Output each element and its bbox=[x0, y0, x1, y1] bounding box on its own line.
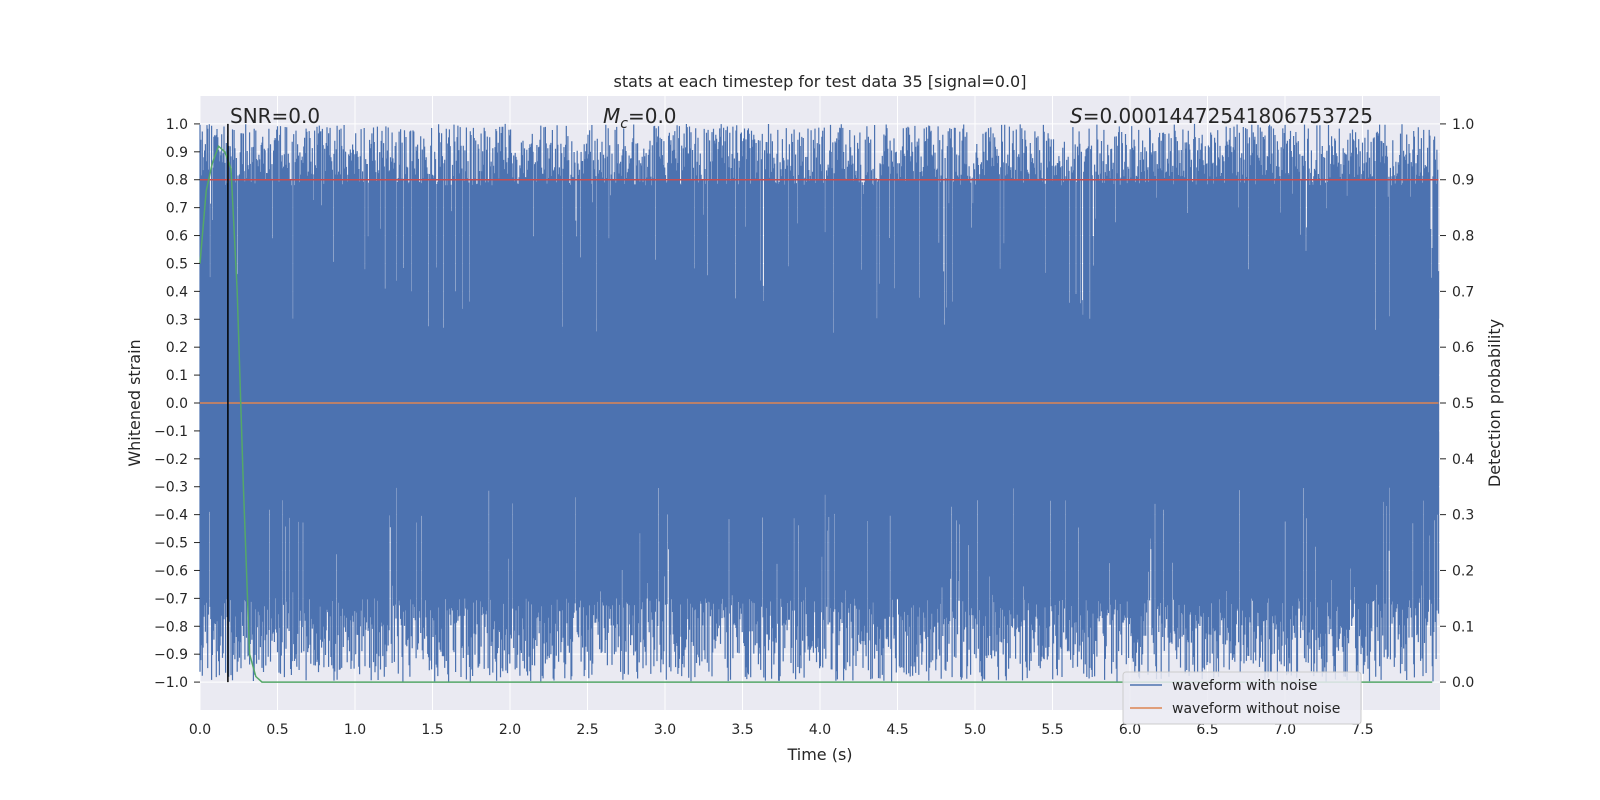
x-axis-label: Time (s) bbox=[786, 745, 852, 764]
legend-label-noise: waveform with noise bbox=[1172, 678, 1317, 694]
y-tick-label: −0.9 bbox=[154, 647, 188, 663]
snr-annotation: SNR=0.0 bbox=[230, 104, 320, 128]
y-tick-label: 0.3 bbox=[166, 312, 188, 328]
x-tick-label: 0.0 bbox=[189, 722, 211, 738]
y-tick-label: −0.5 bbox=[154, 536, 188, 552]
legend: waveform with noise waveform without noi… bbox=[1122, 671, 1362, 725]
x-tick-label: 4.0 bbox=[809, 722, 831, 738]
x-tick-label: 1.0 bbox=[344, 722, 366, 738]
y-tick-label: 0.2 bbox=[166, 340, 188, 356]
mc-value: =0.0 bbox=[628, 104, 677, 128]
y-tick-label: −0.7 bbox=[154, 591, 188, 607]
y-tick-label: −0.8 bbox=[154, 619, 188, 635]
y2-tick-label: 0.5 bbox=[1452, 396, 1474, 412]
y2-tick-label: 1.0 bbox=[1452, 117, 1474, 133]
y-axis-label: Whitened strain bbox=[125, 339, 144, 466]
s-annotation: S=0.000144725418067537​25 bbox=[1070, 104, 1373, 128]
x-tick-label: 6.0 bbox=[1119, 722, 1141, 738]
y2-tick-label: 0.7 bbox=[1452, 284, 1474, 300]
y-axis-right: 1.0 0.9 0.8 0.7 0.6 0.5 0.4 0.3 0.2 0.1 0.0 bbox=[1440, 117, 1474, 691]
mc-subscript: c bbox=[620, 116, 628, 132]
x-tick-label: 3.5 bbox=[731, 722, 753, 738]
x-tick-label: 3.0 bbox=[654, 722, 676, 738]
y-tick-label: −0.3 bbox=[154, 480, 188, 496]
y-tick-label: 0.9 bbox=[166, 145, 188, 161]
detection-probability-line bbox=[199, 144, 1433, 683]
y2-tick-label: 0.8 bbox=[1452, 229, 1474, 245]
y2-tick-label: 0.1 bbox=[1452, 619, 1474, 635]
lines bbox=[199, 123, 1439, 683]
s-value: =0.000144725418067537​25 bbox=[1083, 104, 1373, 128]
legend-box bbox=[1122, 671, 1362, 725]
x-tick-label: 7.5 bbox=[1351, 722, 1373, 738]
x-tick-label: 1.5 bbox=[421, 722, 443, 738]
x-tick-label: 4.5 bbox=[886, 722, 908, 738]
y-tick-label: 0.1 bbox=[166, 368, 188, 384]
y2-tick-label: 0.0 bbox=[1452, 675, 1474, 691]
x-tick-label: 7.0 bbox=[1274, 722, 1296, 738]
chart-title: stats at each timestep for test data 35 … bbox=[614, 72, 1027, 91]
x-tick-label: 2.0 bbox=[499, 722, 521, 738]
y-tick-label: −0.6 bbox=[154, 563, 188, 579]
y2-tick-label: 0.3 bbox=[1452, 508, 1474, 524]
y-tick-label: 0.6 bbox=[166, 229, 188, 245]
x-tick-label: 2.5 bbox=[576, 722, 598, 738]
legend-label-clean: waveform without noise bbox=[1172, 701, 1340, 717]
x-tick-label: 6.5 bbox=[1196, 722, 1218, 738]
y2-tick-label: 0.4 bbox=[1452, 452, 1474, 468]
y2-tick-label: 0.9 bbox=[1452, 173, 1474, 189]
y2-axis-label: Detection probability bbox=[1485, 319, 1504, 487]
x-tick-label: 0.5 bbox=[266, 722, 288, 738]
y-tick-label: −0.2 bbox=[154, 452, 188, 468]
y2-tick-label: 0.6 bbox=[1452, 340, 1474, 356]
x-tick-label: 5.5 bbox=[1041, 722, 1063, 738]
y-tick-label: 1.0 bbox=[166, 117, 188, 133]
y-tick-label: −0.1 bbox=[154, 424, 188, 440]
y-tick-label: 0.8 bbox=[166, 173, 188, 189]
y-axis-left: 1.0 0.9 0.8 0.7 0.6 0.5 0.4 0.3 0.2 0.1 0.0 −0.1 −0.… bbox=[154, 117, 200, 691]
mc-symbol: M bbox=[603, 104, 620, 128]
mc-annotation: Mc=0.0 bbox=[603, 104, 677, 132]
s-symbol: S bbox=[1070, 104, 1083, 128]
y-tick-label: −0.4 bbox=[154, 508, 188, 524]
x-axis: 0.0 0.5 1.0 1.5 2.0 2.5 3.0 3.5 4.0 4.5 5.0 5.5 6.0 6… bbox=[189, 722, 1374, 738]
y-tick-label: 0.0 bbox=[166, 396, 188, 412]
y-tick-label: 0.4 bbox=[166, 284, 188, 300]
y2-tick-label: 0.2 bbox=[1452, 563, 1474, 579]
x-tick-label: 5.0 bbox=[964, 722, 986, 738]
y-tick-label: 0.5 bbox=[166, 256, 188, 272]
y-tick-label: −1.0 bbox=[154, 675, 188, 691]
y-tick-label: 0.7 bbox=[166, 201, 188, 217]
